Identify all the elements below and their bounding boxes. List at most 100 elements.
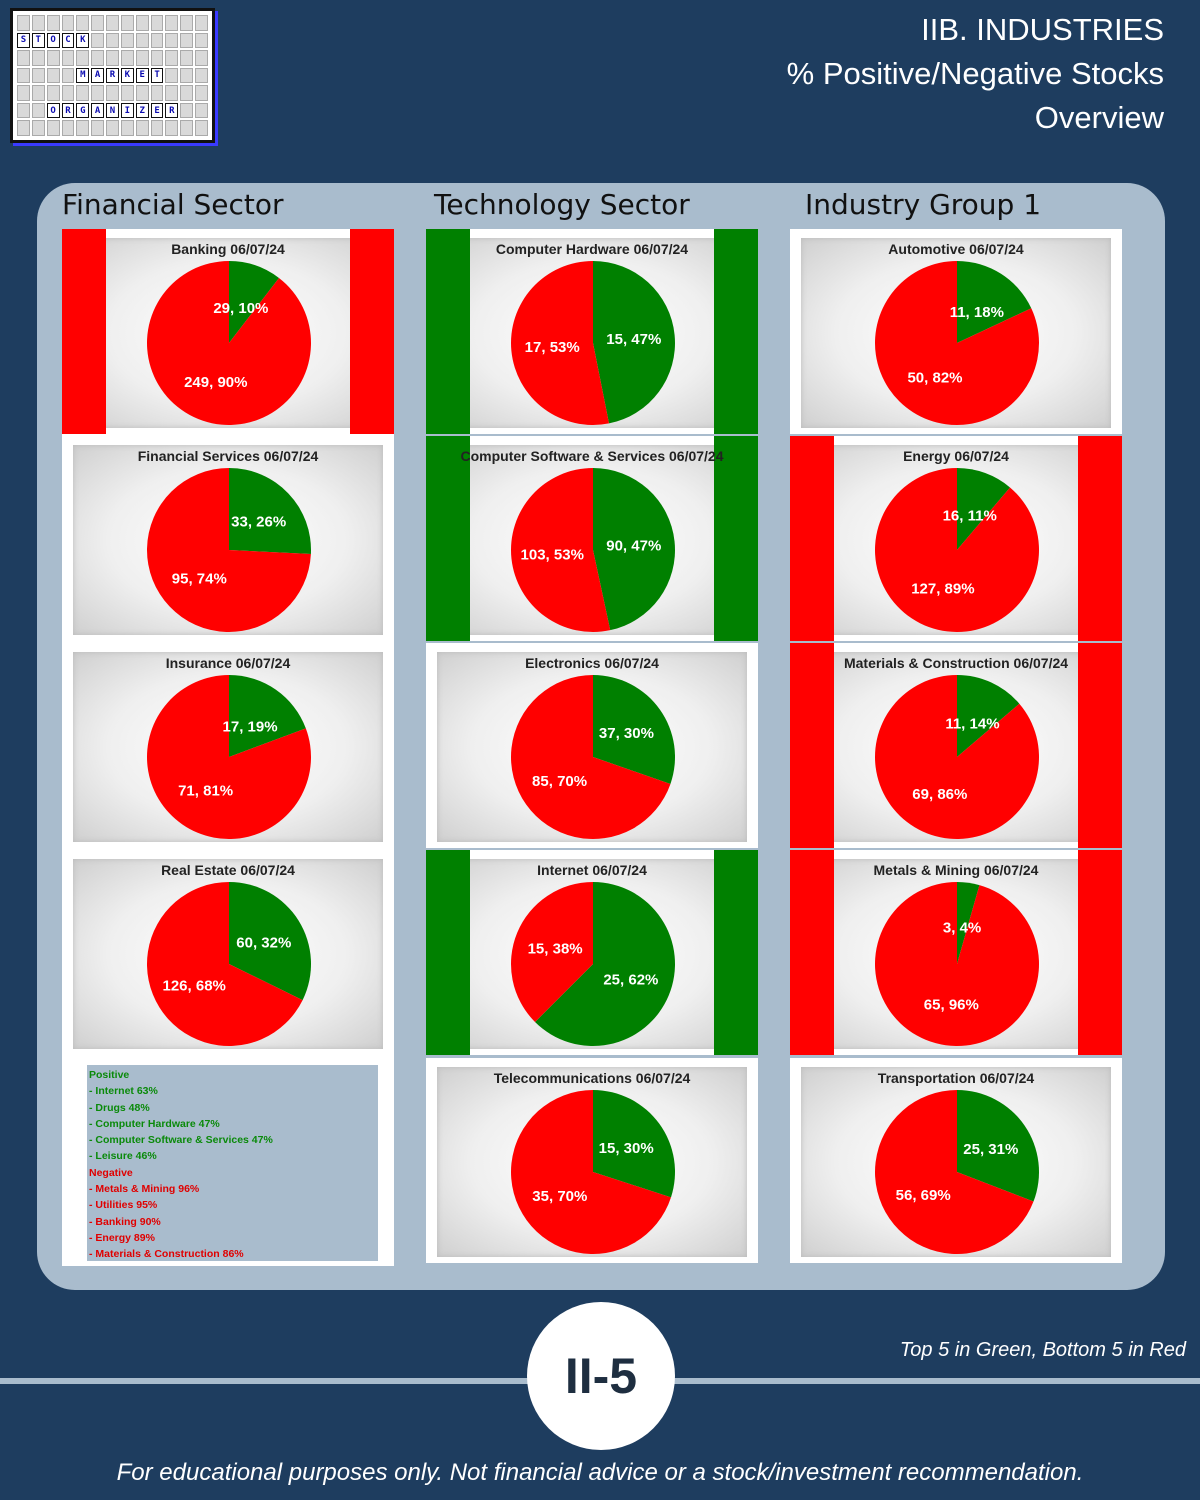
chart-title: Materials & Construction 06/07/24 [843, 655, 1069, 671]
data-label-negative: 126, 68% [163, 978, 226, 995]
bottom-5-highlight-bar [1078, 643, 1122, 848]
page-header: IIB. INDUSTRIES % Positive/Negative Stoc… [787, 8, 1164, 140]
top-5-highlight-bar [714, 850, 758, 1055]
logo-cell [31, 85, 45, 101]
pie-chart: 16, 11% 127, 89% [875, 468, 1039, 632]
logo-letter: G [76, 102, 90, 119]
data-label-positive: 25, 62% [603, 972, 658, 989]
logo-cell [150, 85, 164, 101]
logo-cell [31, 67, 45, 84]
logo-cell [91, 50, 105, 66]
pie-slice-positive [593, 468, 675, 631]
pie-slice-positive [593, 675, 675, 784]
logo-cell [61, 85, 75, 101]
pie-slice-positive [229, 261, 279, 343]
pie-chart-card: Computer Software & Services 06/07/24 90,… [426, 436, 758, 641]
logo-cell [135, 32, 149, 49]
logo-letter: C [61, 32, 75, 49]
pie-chart: 33, 26% 95, 74% [147, 468, 312, 632]
data-label-positive: 11, 18% [950, 304, 1004, 321]
sector-title-technology: Technology Sector [434, 188, 690, 221]
logo-cell [61, 67, 75, 84]
logo-cell [135, 15, 149, 31]
header-line-3: Overview [1034, 100, 1164, 135]
logo-letter: E [150, 102, 164, 119]
logo-letter: O [46, 102, 60, 119]
pie-slice-positive [593, 1090, 675, 1198]
data-label-positive: 90, 47% [606, 538, 661, 555]
pie-chart-card: Computer Hardware 06/07/24 15, 47% 17, 53% [426, 229, 758, 434]
logo-cell [31, 120, 45, 136]
logo-cell [180, 32, 194, 49]
logo-cell [150, 120, 164, 136]
chart-title: Internet 06/07/24 [537, 862, 647, 878]
pie-chart-card: Telecommunications 06/07/24 15, 30% 35, 70… [426, 1058, 758, 1263]
top-5-highlight-bar [426, 436, 470, 641]
data-label-negative: 85, 70% [532, 773, 587, 790]
legend-negative-item: - Materials & Construction 86% [89, 1248, 244, 1261]
pie-slice-positive [957, 1090, 1039, 1202]
data-label-positive: 60, 32% [236, 934, 291, 951]
chart-title: Telecommunications 06/07/24 [493, 1070, 691, 1086]
sector-title-financial: Financial Sector [62, 188, 284, 221]
pie-slice-positive [229, 882, 311, 1001]
logo-cell [91, 15, 105, 31]
legend-negative-item: - Metals & Mining 96% [89, 1183, 200, 1196]
pie-chart: 15, 47% 17, 53% [511, 261, 675, 425]
legend-positive-item: - Computer Software & Services 47% [89, 1134, 273, 1147]
logo-letter: T [150, 67, 164, 84]
logo-cell [180, 102, 194, 119]
pie-chart-card: Automotive 06/07/24 11, 18% 50, 82% [790, 229, 1122, 434]
pie-chart-card: Banking 06/07/24 29, 10% 249, 90% [62, 229, 394, 434]
logo-letter: E [135, 67, 149, 84]
pie-chart: 25, 31% 56, 69% [875, 1090, 1039, 1254]
data-label-positive: 17, 19% [223, 719, 278, 736]
logo-letter: N [106, 102, 119, 119]
logo-cell [120, 120, 134, 136]
logo-cell [120, 15, 134, 31]
logo-cell [17, 67, 30, 84]
data-label-positive: 33, 26% [231, 514, 286, 531]
data-label-positive: 15, 47% [606, 331, 661, 348]
logo-cell [135, 50, 149, 66]
logo-cell [150, 15, 164, 31]
logo-cell [120, 32, 134, 49]
logo-cell [46, 120, 60, 136]
pie-chart-card: Metals & Mining 06/07/24 3, 4% 65, 96% [790, 850, 1122, 1055]
top-5-highlight-bar [714, 436, 758, 641]
chart-title: Energy 06/07/24 [903, 448, 1009, 464]
pie-chart: 17, 19% 71, 81% [147, 675, 311, 839]
legend-positive-item: - Drugs 48% [89, 1101, 150, 1114]
pie-chart: 11, 14% 69, 86% [875, 675, 1039, 839]
logo-cell [195, 120, 208, 136]
header-line-2: % Positive/Negative Stocks [786, 56, 1164, 91]
pie-slice-negative [146, 882, 303, 1046]
bottom-5-highlight-bar [350, 229, 394, 434]
top-5-highlight-bar [426, 850, 470, 1055]
pie-chart-card: Real Estate 06/07/24 60, 32% 126, 68% [62, 850, 394, 1055]
bottom-5-highlight-bar [790, 643, 834, 848]
logo-cell [17, 50, 30, 66]
logo-cell [91, 120, 105, 136]
data-label-negative: 127, 89% [911, 580, 974, 597]
pie-chart: 29, 10% 249, 90% [147, 261, 311, 425]
pie-chart-card: Internet 06/07/24 25, 62% 15, 38% [426, 850, 758, 1055]
logo-letter: M [76, 67, 90, 84]
logo-letter: R [106, 67, 119, 84]
bottom-5-highlight-bar [1078, 436, 1122, 641]
pie-slice-positive [535, 882, 675, 1046]
logo-cell [17, 120, 30, 136]
logo-cell [120, 50, 134, 66]
data-label-negative: 71, 81% [178, 783, 233, 800]
data-label-negative: 95, 74% [172, 570, 227, 587]
logo-cell [165, 85, 179, 101]
pie-chart: 90, 47% 103, 53% [510, 468, 675, 632]
pie-chart: 37, 30% 85, 70% [511, 675, 675, 839]
logo-cell [76, 120, 90, 136]
data-label-negative: 15, 38% [528, 940, 583, 957]
logo-cell [61, 120, 75, 136]
pie-slice-negative [510, 468, 611, 632]
pie-slice-negative [875, 261, 1039, 425]
logo-cell [165, 32, 179, 49]
